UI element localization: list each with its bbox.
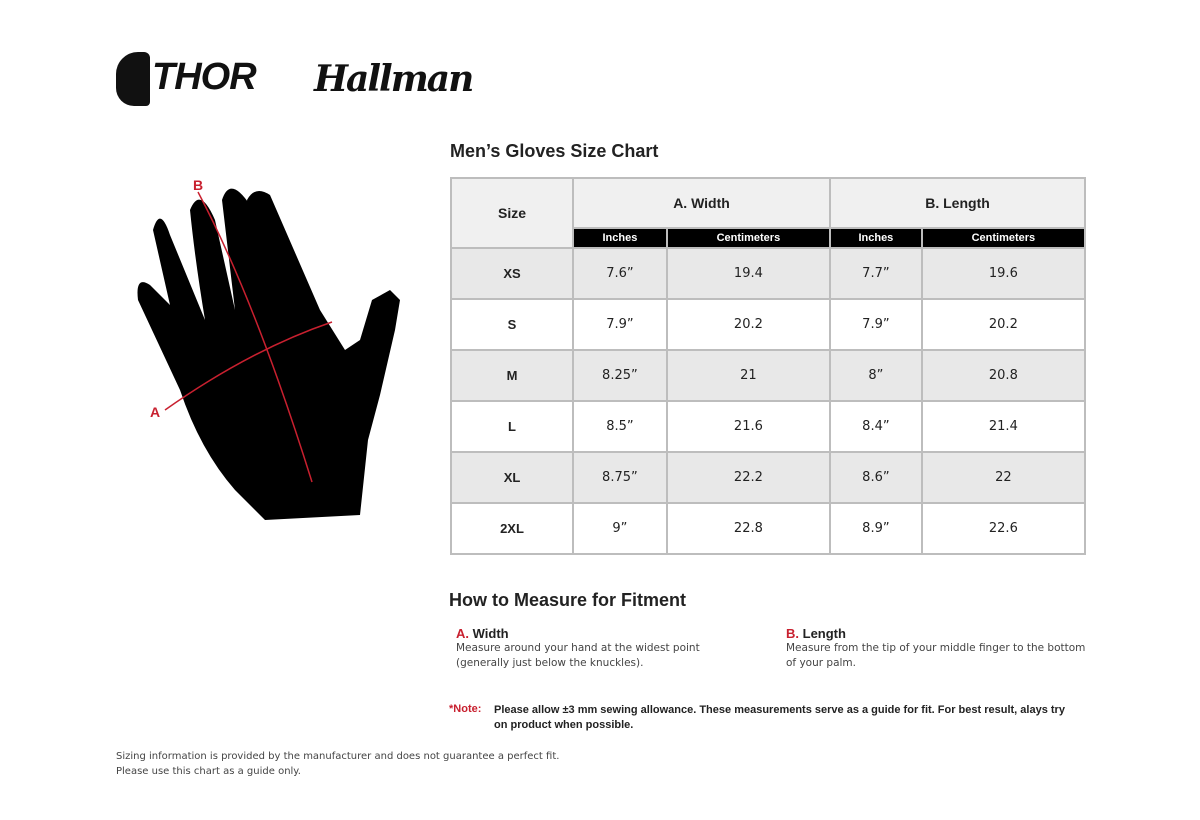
width-instructions: A. Width Measure around your hand at the… (456, 626, 756, 671)
thor-logo: THOR (116, 52, 257, 106)
table-row: S 7.9” 20.2 7.9” 20.2 (450, 298, 1087, 351)
hand-diagram: B A (137, 177, 400, 521)
unit-header: Centimeters (920, 227, 1087, 249)
helmet-icon (116, 52, 150, 106)
measurement-cell: 22.6 (920, 502, 1087, 555)
measurement-cell: 7.6” (572, 247, 668, 300)
measurement-cell: 20.8 (920, 349, 1087, 402)
table-row: XS 7.6” 19.4 7.7” 19.6 (450, 247, 1087, 300)
unit-header: Centimeters (665, 227, 832, 249)
unit-header: Inches (829, 227, 923, 249)
measurement-cell: 7.9” (829, 298, 923, 351)
disclaimer: Sizing information is provided by the ma… (116, 749, 559, 779)
measurement-cell: 8.4” (829, 400, 923, 453)
width-header: A. Width (571, 177, 832, 229)
size-cell: S (450, 298, 574, 351)
size-header: Size (450, 177, 574, 249)
length-header: B. Length (829, 177, 1086, 229)
measurement-cell: 21.4 (920, 400, 1087, 453)
length-label: Length (802, 626, 846, 641)
measurement-cell: 8.6” (829, 451, 923, 504)
measurement-cell: 8.75” (572, 451, 668, 504)
length-instructions: B. Length Measure from the tip of your m… (786, 626, 1086, 671)
measurement-cell: 22.8 (665, 502, 832, 555)
table-row: XL 8.75” 22.2 8.6” 22 (450, 451, 1087, 504)
unit-header: Inches (572, 227, 668, 249)
measurement-cell: 20.2 (665, 298, 832, 351)
disclaimer-line: Please use this chart as a guide only. (116, 766, 301, 777)
size-cell: XS (450, 247, 574, 300)
table-row: L 8.5” 21.6 8.4” 21.4 (450, 400, 1087, 453)
measurement-cell: 7.9” (572, 298, 668, 351)
table-row: M 8.25” 21 8” 20.8 (450, 349, 1087, 402)
measurement-cell: 21.6 (665, 400, 832, 453)
measurement-cell: 19.6 (920, 247, 1087, 300)
width-letter: A. (456, 626, 469, 641)
length-text: Measure from the tip of your middle fing… (786, 642, 1086, 669)
measurement-cell: 8.5” (572, 400, 668, 453)
note-label: *Note: (449, 703, 482, 715)
measurement-cell: 22 (920, 451, 1087, 504)
measurement-cell: 8.9” (829, 502, 923, 555)
thor-logo-text: THOR (152, 56, 257, 99)
note-text: Please allow ±3 mm sewing allowance. The… (494, 704, 1065, 731)
measurement-cell: 20.2 (920, 298, 1087, 351)
table-row: 2XL 9” 22.8 8.9” 22.6 (450, 502, 1087, 555)
label-b: B (193, 177, 203, 193)
label-a: A (150, 404, 160, 420)
size-cell: M (450, 349, 574, 402)
measurement-cell: 19.4 (665, 247, 832, 300)
length-line (197, 191, 313, 483)
width-line (164, 321, 333, 411)
size-cell: L (450, 400, 574, 453)
size-table: Size A. Width B. Length Inches Centimete… (450, 177, 1087, 555)
hallman-logo: Hallman (314, 58, 474, 100)
measurement-cell: 8.25” (572, 349, 668, 402)
width-text: Measure around your hand at the widest p… (456, 642, 700, 669)
size-cell: 2XL (450, 502, 574, 555)
width-label: Width (472, 626, 509, 641)
measurement-cell: 8” (829, 349, 923, 402)
size-cell: XL (450, 451, 574, 504)
note: *Note: Please allow ±3 mm sewing allowan… (449, 703, 1074, 733)
disclaimer-line: Sizing information is provided by the ma… (116, 751, 560, 762)
measurement-cell: 9” (572, 502, 668, 555)
measurement-cell: 7.7” (829, 247, 923, 300)
measurement-cell: 21 (665, 349, 832, 402)
measurement-cell: 22.2 (665, 451, 832, 504)
measure-title: How to Measure for Fitment (449, 590, 687, 610)
length-letter: B. (786, 626, 799, 641)
page-title: Men’s Gloves Size Chart (450, 141, 659, 161)
